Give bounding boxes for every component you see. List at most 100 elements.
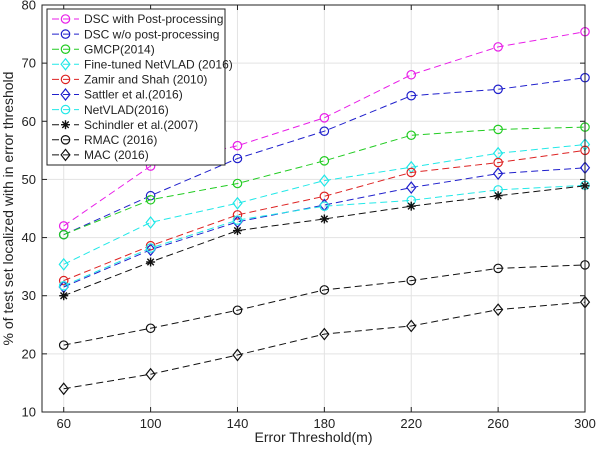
data-point: [319, 191, 330, 202]
legend-marker: [60, 14, 71, 24]
legend-item: MAC (2016): [52, 148, 149, 162]
legend-marker: [61, 120, 70, 130]
data-point: [58, 275, 69, 286]
data-point: [232, 196, 243, 210]
legend-marker: [60, 44, 71, 54]
data-point: [58, 340, 69, 350]
series-line: [63, 31, 586, 227]
data-point: [232, 140, 243, 151]
series-layer: [58, 26, 591, 396]
data-point: [232, 210, 243, 220]
legend-box: [46, 8, 226, 166]
data-point: [59, 291, 69, 301]
data-point: [493, 124, 503, 135]
data-point: [319, 156, 330, 166]
data-point: [145, 194, 156, 205]
legend-item: Sattler et al.(2016): [52, 88, 183, 102]
y-tick-label: 10: [22, 405, 36, 420]
x-tick-label: 180: [314, 416, 336, 431]
legend-label: Fine-tuned NetVLAD (2016): [84, 58, 233, 72]
data-point: [406, 90, 417, 101]
series-9: [58, 260, 590, 350]
legend-marker: [60, 29, 71, 39]
legend-label: MAC (2016): [84, 148, 149, 162]
data-point: [319, 112, 330, 123]
data-point: [493, 42, 503, 52]
y-tick-label: 60: [22, 114, 36, 129]
legend-label: Zamir and Shah (2010): [84, 73, 207, 87]
plot-frame: [41, 4, 586, 413]
data-point: [145, 215, 156, 229]
legend-item: Zamir and Shah (2010): [52, 73, 207, 87]
data-point: [232, 215, 243, 225]
series-line: [63, 126, 586, 236]
data-point: [232, 348, 243, 362]
data-point: [406, 69, 417, 80]
x-tick-label: 60: [56, 416, 70, 431]
y-axis-title: % of test set localized with in error th…: [0, 72, 16, 346]
series-10: [58, 295, 591, 396]
legend-label: DSC w/o post-processing: [84, 27, 219, 41]
data-point: [232, 178, 243, 189]
y-tick-label: 20: [22, 346, 36, 361]
data-point: [406, 275, 417, 286]
legend-label: DSC with Post-processing: [84, 12, 223, 26]
series-line: [63, 264, 586, 346]
data-point: [145, 367, 156, 381]
legend-marker: [60, 88, 71, 101]
legend-item: RMAC (2016): [52, 133, 157, 147]
series-line: [63, 184, 586, 287]
data-point: [145, 243, 156, 257]
data-point: [406, 130, 417, 141]
data-point: [493, 191, 503, 201]
data-point: [232, 305, 243, 316]
y-tick-label: 70: [22, 56, 36, 71]
tick-layer: 60 100 140 180 220 260 300 10 20 30 40 50 60 70 80: [22, 0, 596, 431]
y-tick-label: 30: [22, 288, 36, 303]
data-point: [232, 153, 243, 164]
data-point: [493, 263, 503, 274]
legend-marker: [60, 135, 71, 145]
legend-marker: [60, 148, 71, 162]
legend-item: NetVLAD(2016): [52, 103, 169, 117]
y-tick-label: 40: [22, 230, 36, 245]
x-tick-label: 100: [140, 416, 162, 431]
legend-marker: [60, 57, 71, 71]
data-point: [493, 84, 503, 95]
data-point: [232, 226, 242, 236]
y-tick-label: 80: [22, 0, 36, 13]
data-point: [319, 201, 330, 211]
legend-item: GMCP(2014): [52, 42, 155, 56]
series-line: [63, 149, 586, 282]
data-point: [58, 281, 69, 291]
data-point: [319, 214, 329, 224]
series-line: [63, 167, 586, 288]
data-point: [406, 319, 417, 333]
x-tick-label: 220: [400, 416, 422, 431]
legend-label: RMAC (2016): [84, 133, 157, 147]
data-point: [58, 257, 69, 271]
legend-item: DSC with Post-processing: [52, 12, 223, 26]
legend-item: Fine-tuned NetVLAD (2016): [52, 58, 233, 72]
x-tick-label: 260: [487, 416, 509, 431]
legend-label: NetVLAD(2016): [84, 103, 169, 117]
legend-marker: [60, 74, 71, 85]
data-point: [145, 323, 156, 334]
legend-label: Schindler et al.(2007): [84, 118, 198, 132]
data-point: [319, 126, 330, 136]
data-point: [493, 157, 503, 168]
data-point: [146, 257, 156, 267]
series-line: [63, 144, 586, 265]
data-point: [406, 201, 416, 211]
x-tick-label: 300: [574, 416, 596, 431]
data-point: [58, 229, 69, 240]
data-point: [145, 243, 156, 253]
y-tick-label: 50: [22, 172, 36, 187]
data-point: [492, 167, 504, 181]
legend-item: DSC w/o post-processing: [52, 27, 219, 41]
data-point: [406, 167, 417, 178]
legend-label: GMCP(2014): [84, 42, 155, 56]
